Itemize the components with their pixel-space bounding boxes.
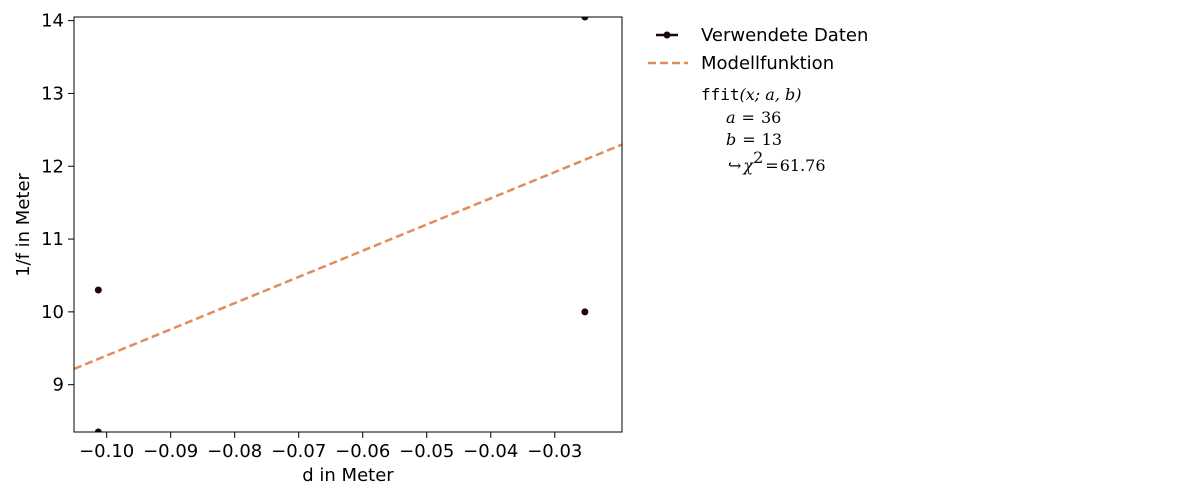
axes-layer: −0.10 −0.09 −0.08 −0.07 −0.06 −0.05 −0.04 −0.03… <box>41 11 623 462</box>
data-point-2 <box>94 428 102 432</box>
fit-chi-arrow: ↪ <box>728 156 741 175</box>
plot-area <box>74 17 622 432</box>
x-tick-label-8: −0.03 <box>527 441 582 462</box>
model-fit-line <box>74 143 622 371</box>
fit-param-b-value: 13 <box>762 130 782 149</box>
legend-marker-point-data <box>663 31 671 39</box>
fit-chi-sup: 2 <box>753 148 763 167</box>
fit-param-a: a = 36 <box>726 108 781 127</box>
y-tick-label-5: 13 <box>41 83 64 104</box>
fit-chi-value: 61.76 <box>780 156 826 175</box>
fit-annotation: ffit(x; a, b) a = 36 b = 13 ↪ χ2 =61.76 <box>701 85 826 175</box>
x-tick-label-1: −0.10 <box>79 441 134 462</box>
x-tick-label-3: −0.08 <box>207 441 262 462</box>
y-tick-label-6: 14 <box>41 11 64 32</box>
fit-chi-squared: ↪ χ2 =61.76 <box>728 148 826 175</box>
y-tick-label-4: 12 <box>41 156 64 177</box>
y-tick-label-3: 11 <box>41 229 64 250</box>
data-point-4 <box>581 17 589 21</box>
data-point-3 <box>581 308 589 316</box>
x-axis-label: d in Meter <box>302 465 394 486</box>
fit-param-b-label: b <box>726 130 736 149</box>
x-tick-label-6: −0.05 <box>399 441 454 462</box>
plot-layer <box>74 17 622 432</box>
fit-chi-symbol: χ <box>742 156 754 175</box>
fit-function-args: (x; a, b) <box>740 85 802 104</box>
fit-param-a-label: a <box>726 108 736 127</box>
x-tick-label-2: −0.09 <box>143 441 198 462</box>
data-point-1 <box>94 286 102 294</box>
x-tick-label-4: −0.07 <box>271 441 326 462</box>
fit-param-a-value: 36 <box>761 108 781 127</box>
x-tick-label-7: −0.04 <box>463 441 518 462</box>
fit-function-text: ffit(x; a, b) <box>701 85 801 104</box>
fit-function-prefix: ffit <box>701 85 740 104</box>
fit-param-b: b = 13 <box>726 130 782 149</box>
legend-label-model: Modellfunktion <box>701 53 834 74</box>
y-tick-label-1: 9 <box>53 375 64 396</box>
x-tick-label-5: −0.06 <box>335 441 390 462</box>
plot-frame <box>73 16 623 433</box>
legend: Verwendete Daten Modellfunktion ffit(x; … <box>648 25 868 175</box>
legend-label-data: Verwendete Daten <box>701 25 868 46</box>
y-axis-label: 1/f in Meter <box>13 172 34 276</box>
y-tick-label-2: 10 <box>41 302 64 323</box>
